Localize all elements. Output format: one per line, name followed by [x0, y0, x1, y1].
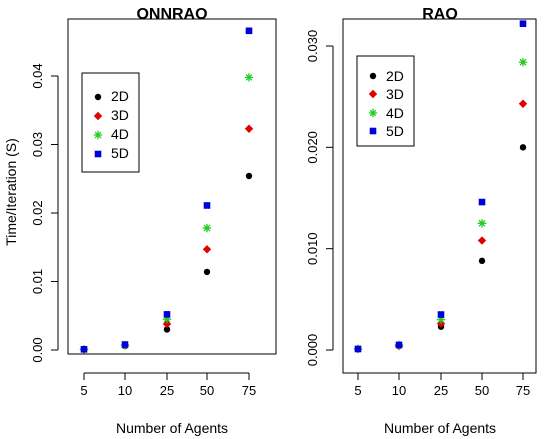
data-point-3d	[477, 236, 487, 245]
legend-marker-2d	[369, 72, 377, 80]
y-axis: 0.00 0.01 0.02 0.03 0.04	[30, 63, 59, 363]
legend-marker-3d	[93, 111, 103, 121]
x-tick-label: 75	[242, 383, 256, 398]
data-point-2d	[478, 257, 486, 265]
legend-marker-5d	[94, 150, 102, 158]
data-point-4d	[518, 58, 528, 67]
y-tick-label: 0.01	[30, 269, 45, 294]
legend-box	[81, 72, 140, 173]
x-tick-label: 5	[354, 383, 361, 398]
x-axis-title: Number of Agents	[384, 420, 496, 436]
y-tick-label: 0.030	[305, 30, 320, 63]
data-point-3d	[162, 319, 172, 329]
data-point-2d	[163, 326, 171, 333]
data-point-5d	[163, 311, 171, 318]
legend-box	[356, 55, 415, 147]
legend-label-2d: 2D	[386, 68, 404, 84]
data-point-5d	[245, 27, 253, 35]
legend-label-2d: 2D	[111, 88, 129, 104]
data-point-5d	[437, 311, 445, 318]
y-tick-label: 0.010	[305, 232, 320, 265]
panel-title: ONNRAO	[136, 6, 207, 23]
x-tick-label: 25	[160, 383, 174, 398]
data-points	[79, 27, 254, 354]
data-points	[353, 20, 528, 354]
legend-marker-5d	[369, 127, 377, 135]
panel-rao: RAO Number of Agents 0.000 0.010 0.020 0.03…	[305, 6, 537, 436]
data-point-4d	[244, 73, 254, 82]
panel-onnrao: ONNRAO Time/Iteration (S) Number of Agen…	[3, 6, 277, 436]
data-point-4d	[202, 223, 212, 233]
data-point-5d	[121, 341, 129, 348]
data-point-5d	[478, 198, 486, 206]
y-tick-label: 0.00	[30, 337, 45, 362]
data-point-5d	[80, 346, 88, 353]
legend-keys	[368, 72, 378, 135]
legend-label-5d: 5D	[386, 123, 404, 139]
legend: 2D 3D 4D 5D	[356, 55, 415, 147]
legend-label-4d: 4D	[111, 126, 129, 142]
data-point-2d	[519, 144, 527, 151]
x-tick-label: 50	[200, 383, 214, 398]
x-tick-label: 75	[516, 383, 530, 398]
y-axis: 0.000 0.010 0.020 0.030	[305, 30, 334, 367]
legend-label-3d: 3D	[386, 86, 404, 102]
y-axis-title: Time/Iteration (S)	[3, 138, 19, 246]
legend-keys	[93, 93, 103, 158]
x-tick-label: 10	[392, 383, 406, 398]
legend-marker-4d	[368, 108, 378, 118]
x-axis: 5 10 25 50 75	[80, 372, 256, 398]
y-tick-label: 0.02	[30, 200, 45, 225]
x-tick-label: 25	[434, 383, 448, 398]
data-point-2d	[203, 268, 211, 276]
data-point-3d	[518, 99, 528, 108]
data-point-5d	[203, 202, 211, 209]
y-tick-label: 0.000	[305, 334, 320, 367]
legend-marker-2d	[94, 93, 102, 101]
x-tick-label: 10	[118, 383, 132, 398]
data-point-5d	[519, 20, 527, 28]
legend-label-3d: 3D	[111, 107, 129, 123]
data-point-4d	[477, 219, 487, 228]
data-point-5d	[354, 345, 362, 353]
legend-label-4d: 4D	[386, 105, 404, 121]
y-tick-label: 0.020	[305, 131, 320, 164]
x-axis-title: Number of Agents	[116, 420, 228, 436]
data-point-2d	[245, 172, 253, 180]
legend-marker-4d	[93, 130, 103, 140]
y-tick-label: 0.03	[30, 132, 45, 157]
data-point-4d	[436, 315, 446, 324]
y-tick-label: 0.04	[30, 63, 45, 88]
panel-title: RAO	[422, 6, 458, 23]
data-point-5d	[395, 341, 403, 349]
x-axis: 5 10 25 50 75	[354, 372, 530, 398]
x-tick-label: 5	[80, 383, 87, 398]
legend-marker-3d	[368, 89, 378, 99]
x-tick-label: 50	[475, 383, 489, 398]
data-point-3d	[244, 124, 254, 133]
data-point-4d	[162, 314, 172, 324]
legend: 2D 3D 4D 5D	[81, 72, 140, 173]
plot-box	[67, 18, 277, 355]
legend-label-5d: 5D	[111, 145, 129, 161]
data-point-3d	[202, 245, 212, 254]
